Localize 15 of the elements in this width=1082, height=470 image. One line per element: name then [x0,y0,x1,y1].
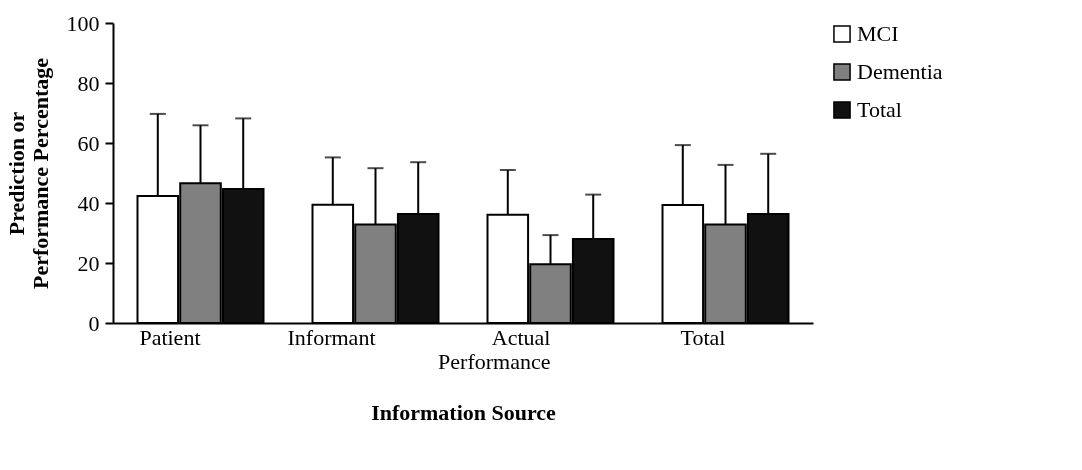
y-tick-label: 60 [77,130,100,156]
x-tick-label: Patient [139,324,201,350]
legend-label: Total [857,97,902,122]
y-tick-label: 0 [88,310,100,336]
x-tick-label: Informant [287,324,376,350]
x-tick-label: Actual Performance [438,324,551,374]
y-tick-label: 40 [77,190,100,216]
y-axis-title: Prediction or Performance Percentage [3,57,53,290]
x-axis-title: Information Source [371,399,557,425]
x-tick-label: Total [680,324,726,350]
legend-label: Dementia [857,59,943,84]
y-tick-label: 20 [77,250,100,276]
y-tick-label: 80 [77,70,100,96]
legend-label: MCI [857,21,899,46]
y-tick-label: 100 [66,10,100,36]
